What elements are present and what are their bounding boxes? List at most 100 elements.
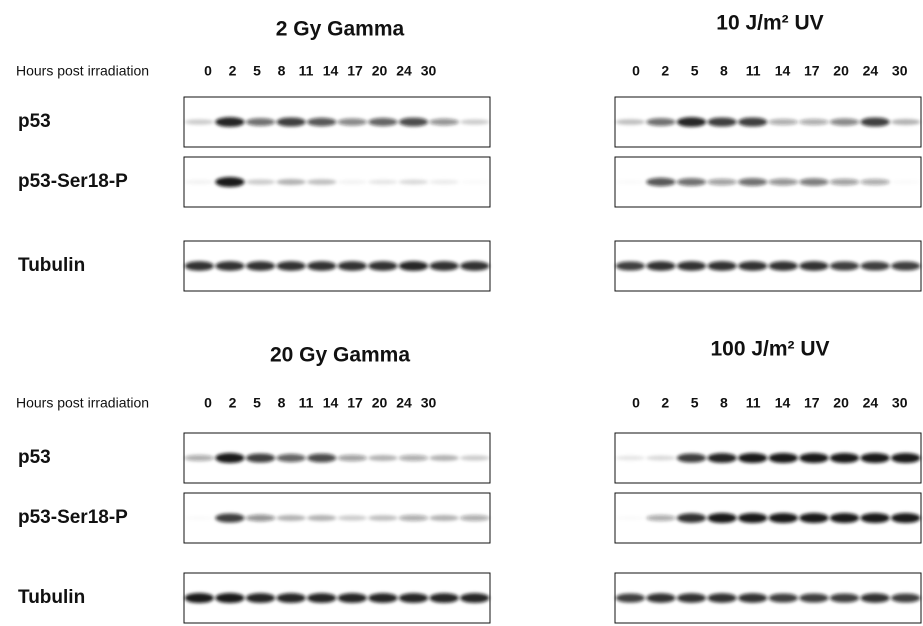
lane-label: 24	[863, 395, 879, 411]
lane-label: 11	[299, 63, 314, 79]
lane-label: 5	[691, 395, 699, 411]
band	[707, 117, 736, 126]
band	[707, 179, 736, 186]
band	[799, 119, 828, 125]
band	[677, 513, 706, 522]
band	[215, 261, 244, 270]
panel-title: 20 Gy Gamma	[270, 344, 410, 367]
band	[460, 593, 489, 603]
band	[646, 515, 675, 521]
band	[429, 119, 458, 126]
band	[738, 593, 767, 602]
band	[677, 453, 706, 462]
row-label: Tubulin	[18, 255, 85, 276]
band	[185, 119, 214, 124]
band	[860, 593, 889, 602]
band	[368, 455, 397, 461]
band	[246, 453, 275, 462]
lane-label: 0	[632, 395, 640, 411]
band	[399, 515, 428, 521]
lane-label: 2	[229, 395, 237, 411]
band	[276, 179, 305, 185]
band	[646, 178, 675, 186]
lane-label: 14	[775, 63, 791, 79]
band	[276, 515, 305, 521]
band	[830, 513, 859, 523]
lane-label: 17	[347, 395, 363, 411]
band	[368, 515, 397, 521]
lane-label: 17	[804, 395, 820, 411]
lane-label: 2	[229, 63, 237, 79]
lane-label: 24	[396, 395, 412, 411]
band	[246, 261, 275, 270]
row-label: p53-Ser18-P	[18, 507, 128, 528]
band	[616, 180, 645, 184]
band	[616, 593, 645, 602]
panel-title: 100 J/m² UV	[710, 338, 829, 361]
band	[368, 261, 397, 270]
row-label: p53	[18, 447, 51, 468]
lane-label: 8	[278, 63, 286, 79]
band	[891, 513, 920, 523]
band	[616, 516, 645, 520]
band	[185, 593, 214, 603]
lane-label: 14	[323, 395, 339, 411]
band	[276, 593, 305, 603]
row-label: p53	[18, 111, 51, 132]
band	[429, 180, 458, 185]
band	[738, 513, 767, 523]
band	[830, 593, 859, 602]
band	[429, 455, 458, 461]
band	[246, 179, 275, 184]
band	[830, 453, 859, 463]
lane-label: 30	[421, 63, 437, 79]
band	[891, 119, 920, 125]
band	[460, 119, 489, 124]
lane-label: 5	[253, 63, 261, 79]
band	[769, 261, 798, 270]
band	[338, 180, 367, 184]
lane-label: 17	[804, 63, 820, 79]
lane-label: 5	[691, 63, 699, 79]
lane-label: 17	[347, 63, 363, 79]
band	[185, 180, 214, 184]
band	[646, 593, 675, 602]
band	[215, 453, 244, 463]
panel-title: 2 Gy Gamma	[276, 18, 405, 41]
band	[399, 118, 428, 127]
lane-label: 8	[278, 395, 286, 411]
band	[891, 453, 920, 463]
band	[399, 261, 428, 271]
lane-label: 11	[299, 395, 314, 411]
band	[891, 180, 920, 184]
band	[338, 118, 367, 125]
lane-label: 14	[775, 395, 791, 411]
band	[799, 453, 828, 463]
band	[769, 593, 798, 602]
band	[338, 455, 367, 462]
band	[616, 456, 645, 461]
band	[307, 179, 336, 185]
band	[338, 515, 367, 520]
band	[215, 117, 244, 127]
hours-label: Hours post irradiation	[16, 395, 149, 411]
band	[860, 179, 889, 185]
band	[399, 455, 428, 461]
band	[860, 261, 889, 270]
band	[830, 179, 859, 186]
band	[677, 593, 706, 602]
band	[460, 455, 489, 460]
band	[429, 515, 458, 521]
band	[460, 515, 489, 521]
band	[738, 178, 767, 186]
band	[368, 180, 397, 185]
band	[677, 261, 706, 270]
lane-label: 24	[863, 63, 879, 79]
band	[338, 593, 367, 603]
lane-label: 2	[661, 395, 669, 411]
lane-label: 30	[421, 395, 437, 411]
band	[338, 261, 367, 270]
band	[769, 119, 798, 125]
band	[185, 516, 214, 520]
lane-label: 0	[204, 63, 212, 79]
